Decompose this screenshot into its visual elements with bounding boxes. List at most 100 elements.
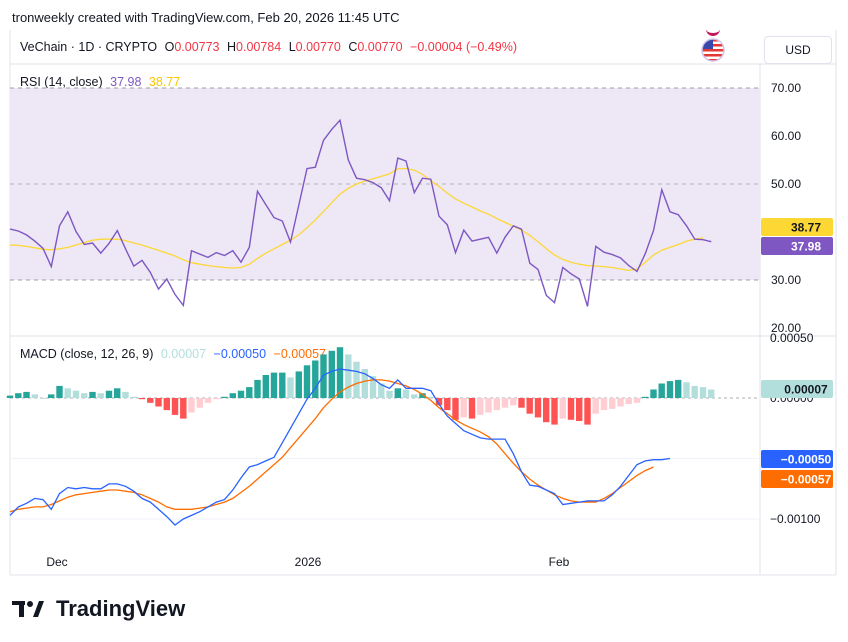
macd-hist-bar xyxy=(510,398,517,406)
macd-hist-bar xyxy=(204,398,212,403)
macd-hist-bar xyxy=(39,398,47,399)
rsi-axis-tick: 60.00 xyxy=(771,129,801,143)
macd-hist-bar xyxy=(188,398,195,413)
rsi-axis-tick: 50.00 xyxy=(771,177,801,191)
rsi-price-tag-bg xyxy=(761,237,833,255)
macd-hist-bar xyxy=(378,383,385,398)
macd-axis-tick: −0.00100 xyxy=(770,512,821,526)
rsi-price-tag: 37.98 xyxy=(791,240,821,254)
macd-hist-bar xyxy=(543,398,550,423)
macd-hist-bar xyxy=(312,360,319,398)
close-label: C xyxy=(348,40,358,54)
x-axis-label: Dec xyxy=(46,555,67,569)
tradingview-logo[interactable]: TradingView xyxy=(12,596,185,622)
rsi-line xyxy=(9,118,712,308)
macd-hist-bar xyxy=(559,398,566,419)
rsi-axis-tick: 30.00 xyxy=(771,273,801,287)
macd-hist-bar xyxy=(114,388,121,398)
macd-hist-bar xyxy=(6,395,14,398)
macd-hist-bar xyxy=(609,398,616,409)
x-axis-label: 2026 xyxy=(295,555,322,569)
macd-hist-bar xyxy=(130,396,137,398)
macd-hist-bar xyxy=(386,390,393,398)
macd-hist-bar xyxy=(683,382,690,398)
x-axis-label: Feb xyxy=(549,555,570,569)
us-flag-icon[interactable] xyxy=(701,38,725,62)
macd-signal-value: −0.00057 xyxy=(273,347,326,361)
rsi-label[interactable]: RSI (14, close) xyxy=(20,75,103,89)
macd-hist-bar xyxy=(155,398,162,407)
macd-hist-bar xyxy=(567,398,575,420)
rsi-axis-tick: 70.00 xyxy=(771,81,801,95)
chart-canvas[interactable]: 70.0060.0050.0030.0020.000.000500.00000−… xyxy=(0,0,848,600)
chart-attribution: tronweekly created with TradingView.com,… xyxy=(12,10,400,25)
macd-hist-bar xyxy=(675,379,682,398)
macd-legend: MACD (close, 12, 26, 9) 0.00007 −0.00050… xyxy=(20,347,330,361)
macd-hist-bar xyxy=(97,393,104,398)
macd-hist-bar xyxy=(56,385,63,398)
macd-hist-bar xyxy=(270,372,278,398)
macd-hist-bar xyxy=(666,381,674,398)
macd-hist-bar xyxy=(89,391,96,398)
macd-hist-bar xyxy=(262,375,269,398)
macd-hist-bar xyxy=(303,365,311,398)
macd-hist-bar xyxy=(254,379,261,398)
rsi-legend: RSI (14, close) 37.98 38.77 xyxy=(20,75,184,89)
macd-hist-bar xyxy=(419,393,426,398)
rsi-ma-line xyxy=(9,167,704,272)
macd-hist-bar xyxy=(196,398,203,408)
macd-hist-bar xyxy=(699,387,707,398)
macd-hist-bar xyxy=(81,393,88,398)
macd-hist-bar xyxy=(691,385,698,398)
macd-axis-tick: 0.00050 xyxy=(770,331,814,345)
rsi-ma-price-tag: 38.77 xyxy=(791,221,821,235)
macd-hist-bar xyxy=(576,398,583,421)
open-label: O xyxy=(164,40,175,54)
macd-line xyxy=(9,368,671,526)
macd-hist-bar xyxy=(625,398,632,405)
macd-hist-bar xyxy=(633,398,641,403)
macd-label[interactable]: MACD (close, 12, 26, 9) xyxy=(20,347,154,361)
symbol-name[interactable]: VeChain · 1D · CRYPTO xyxy=(20,40,158,54)
macd-hist-bar xyxy=(64,388,71,398)
macd-hist-bar xyxy=(361,369,368,398)
brand-name: TradingView xyxy=(56,596,186,621)
high-label: H xyxy=(226,40,237,54)
macd-hist-bar xyxy=(501,398,509,408)
macd-hist-bar xyxy=(213,398,220,400)
macd-hist-bar xyxy=(617,398,624,407)
macd-hist-bar xyxy=(468,398,476,419)
macd-hist-bar xyxy=(163,398,170,411)
macd-hist-bar xyxy=(23,391,30,398)
macd-hist-bar xyxy=(147,398,154,403)
macd-hist-bar xyxy=(411,394,418,398)
macd-hist-bar xyxy=(402,389,410,398)
low-label: L xyxy=(288,40,296,54)
macd-hist-bar xyxy=(138,398,146,400)
macd-hist-bar xyxy=(221,396,228,398)
macd-hist-bar xyxy=(518,398,525,408)
currency-selector[interactable]: USD xyxy=(764,36,832,64)
macd-hist-bar xyxy=(353,361,360,398)
macd-hist-bar xyxy=(534,398,542,418)
macd-hist-bar xyxy=(435,398,443,406)
macd-hist-bar xyxy=(72,390,80,398)
tradingview-logo-icon xyxy=(12,601,44,617)
macd-hist-price-tag: 0.00007 xyxy=(784,383,828,397)
macd-hist-bar xyxy=(279,372,286,398)
macd-hist-bar xyxy=(122,391,129,398)
macd-signal-price-tag-bg xyxy=(761,470,833,488)
macd-hist-bar xyxy=(427,396,434,398)
macd-hist-bar xyxy=(642,396,649,398)
macd-hist-bar xyxy=(485,398,492,413)
macd-hist-bar xyxy=(229,393,236,398)
macd-hist-bar xyxy=(493,398,500,411)
macd-hist-bar xyxy=(295,371,302,398)
macd-hist-bar xyxy=(708,389,715,398)
macd-price-tag-bg xyxy=(761,450,833,468)
macd-hist-bar xyxy=(31,394,38,398)
macd-hist-bar xyxy=(650,389,657,398)
macd-hist-bar xyxy=(658,383,665,398)
rsi-ma-price-tag-bg xyxy=(761,218,833,236)
macd-hist-price-tag-bg xyxy=(761,380,833,398)
